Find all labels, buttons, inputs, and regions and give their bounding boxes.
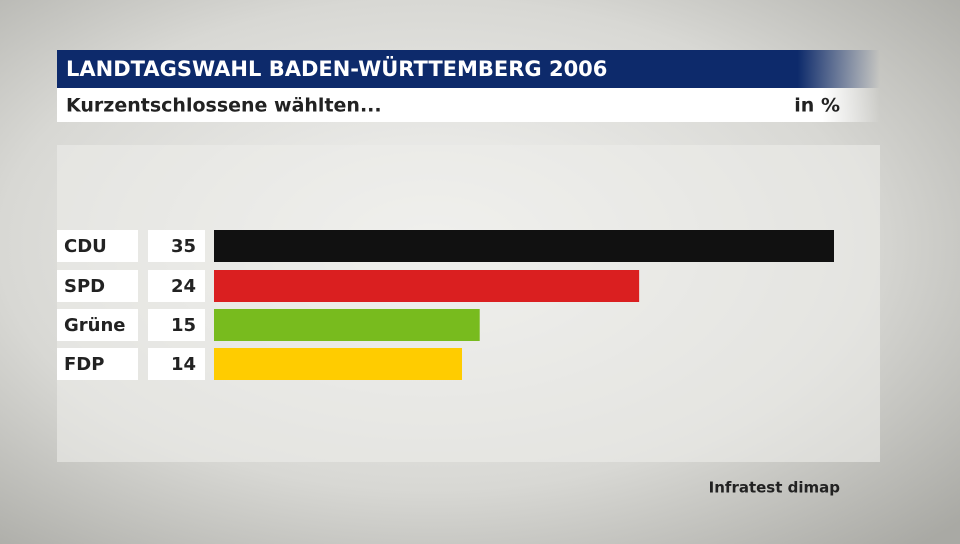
chart-title: LANDTAGSWAHL BADEN-WÜRTTEMBERG 2006 bbox=[66, 56, 607, 81]
plot-panel bbox=[57, 145, 880, 462]
label-box bbox=[57, 270, 138, 302]
source: Infratest dimap bbox=[709, 479, 841, 497]
label-box bbox=[57, 309, 138, 341]
value-label: 24 bbox=[171, 276, 196, 297]
label-box bbox=[57, 230, 138, 262]
value-label: 15 bbox=[171, 315, 196, 336]
unit-label: in % bbox=[794, 95, 840, 117]
category-label: SPD bbox=[64, 276, 105, 297]
title-bar bbox=[57, 50, 880, 88]
chart-subtitle: Kurzentschlossene wählten... bbox=[66, 95, 382, 117]
label-box bbox=[57, 348, 138, 380]
subtitle-bar bbox=[57, 88, 880, 122]
category-label: CDU bbox=[64, 236, 107, 257]
value-box bbox=[148, 348, 205, 380]
bar bbox=[214, 309, 480, 341]
value-box bbox=[148, 230, 205, 262]
bar bbox=[214, 230, 834, 262]
value-box bbox=[148, 270, 205, 302]
value-box bbox=[148, 309, 205, 341]
value-label: 35 bbox=[171, 236, 196, 257]
bar bbox=[214, 270, 640, 302]
value-label: 14 bbox=[171, 354, 196, 375]
category-label: Grüne bbox=[64, 315, 126, 336]
bar bbox=[214, 348, 462, 380]
category-label: FDP bbox=[64, 354, 104, 375]
